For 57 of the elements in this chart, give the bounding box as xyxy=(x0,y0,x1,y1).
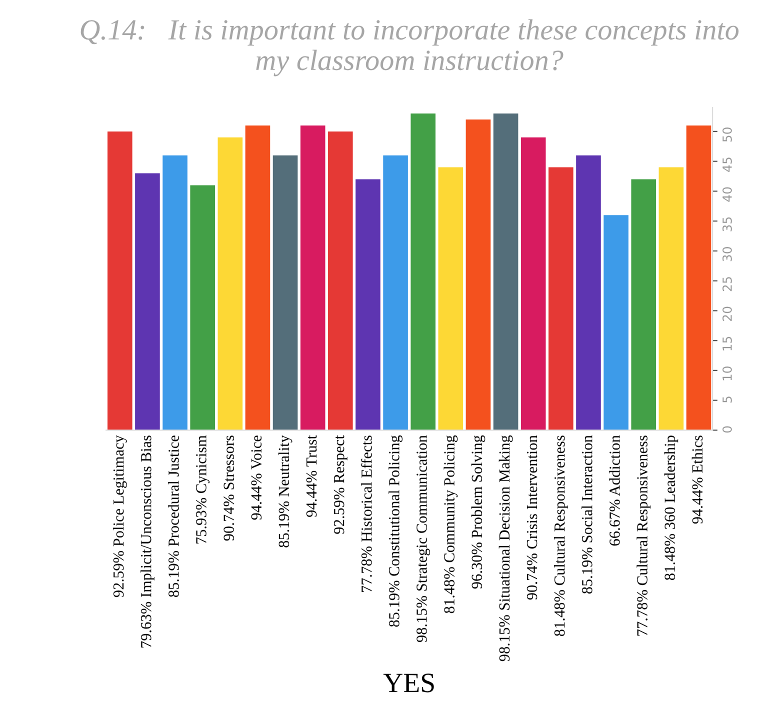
bar xyxy=(520,137,546,430)
x-tick-label: 85.19% Procedural Justice xyxy=(168,436,179,597)
bar xyxy=(631,179,656,430)
y-tick-label: 0 xyxy=(722,426,732,433)
bar xyxy=(272,155,298,430)
y-tick-label: 20 xyxy=(722,306,732,321)
bar xyxy=(466,120,491,430)
x-tick-label: 94.44% Ethics xyxy=(692,436,703,524)
x-tick-label: 81.48% 360 Leadership xyxy=(664,436,678,580)
bar xyxy=(658,167,684,430)
bar xyxy=(135,173,160,430)
x-tick-label: 98.15% Situational Decision Making xyxy=(498,435,513,662)
x-tick-label: 66.67% Addiction xyxy=(609,435,620,546)
x-tick-label: 85.19% Neutrality xyxy=(278,435,292,548)
x-tick-label: 90.74% Stressors xyxy=(224,436,234,541)
bar xyxy=(356,179,380,430)
bar xyxy=(328,131,353,430)
bar xyxy=(576,155,601,430)
y-tick-label: 50 xyxy=(722,128,732,142)
bar xyxy=(245,125,270,430)
y-tick-label: 40 xyxy=(722,187,732,202)
x-tick-label: 75.93% Cynicism xyxy=(196,435,210,544)
y-tick-label: 30 xyxy=(722,247,732,262)
y-tick-label: 15 xyxy=(722,336,732,350)
x-tick-label: 85.19% Constitutional Policing xyxy=(388,435,402,627)
y-tick-label: 35 xyxy=(722,217,732,232)
x-tick-label: 94.44% Trust xyxy=(306,435,317,517)
bar xyxy=(410,114,436,430)
x-tick-label: 79.63% Implicit/Unconscious Bias xyxy=(140,436,154,648)
bar xyxy=(162,155,188,430)
x-tick-label: 96.30% Problem Solving xyxy=(471,435,486,589)
y-tick-label: 25 xyxy=(722,277,732,292)
bar xyxy=(493,114,518,430)
x-tick-label: 81.48% Cultural Responsiveness xyxy=(554,436,568,636)
x-tick-label: 77.78% Cultural Responsiveness xyxy=(636,436,651,636)
y-tick-label: 5 xyxy=(722,396,732,403)
chart-title: Q.14: It is important to incorporate these concepts into my classroom instruction? xyxy=(80,19,739,76)
x-tick-label: 85.19% Social Interaction xyxy=(582,435,592,594)
x-axis-title: YES xyxy=(383,674,434,692)
x-tick-label: 94.44% Voice xyxy=(251,436,262,520)
bar xyxy=(548,167,574,430)
x-tick-label: 92.59% Respect xyxy=(334,435,348,534)
bar xyxy=(300,125,326,430)
y-tick-label: 45 xyxy=(722,158,732,172)
bar xyxy=(383,155,408,430)
bar xyxy=(604,215,628,430)
y-tick-label: 10 xyxy=(722,366,732,380)
bar xyxy=(108,131,132,430)
x-tick-label: 98.15% Strategic Communication xyxy=(416,435,430,642)
bar xyxy=(218,137,243,430)
bar xyxy=(438,167,464,430)
bar xyxy=(686,125,712,430)
x-tick-label: 90.74% Crisis Intervention xyxy=(526,435,538,600)
bar xyxy=(190,185,215,430)
x-tick-label: 81.48% Community Policing xyxy=(444,435,458,614)
x-tick-label: 77.78% Historical Effects xyxy=(360,436,372,592)
x-tick-label: 92.59% Police Legitimacy xyxy=(112,435,127,598)
